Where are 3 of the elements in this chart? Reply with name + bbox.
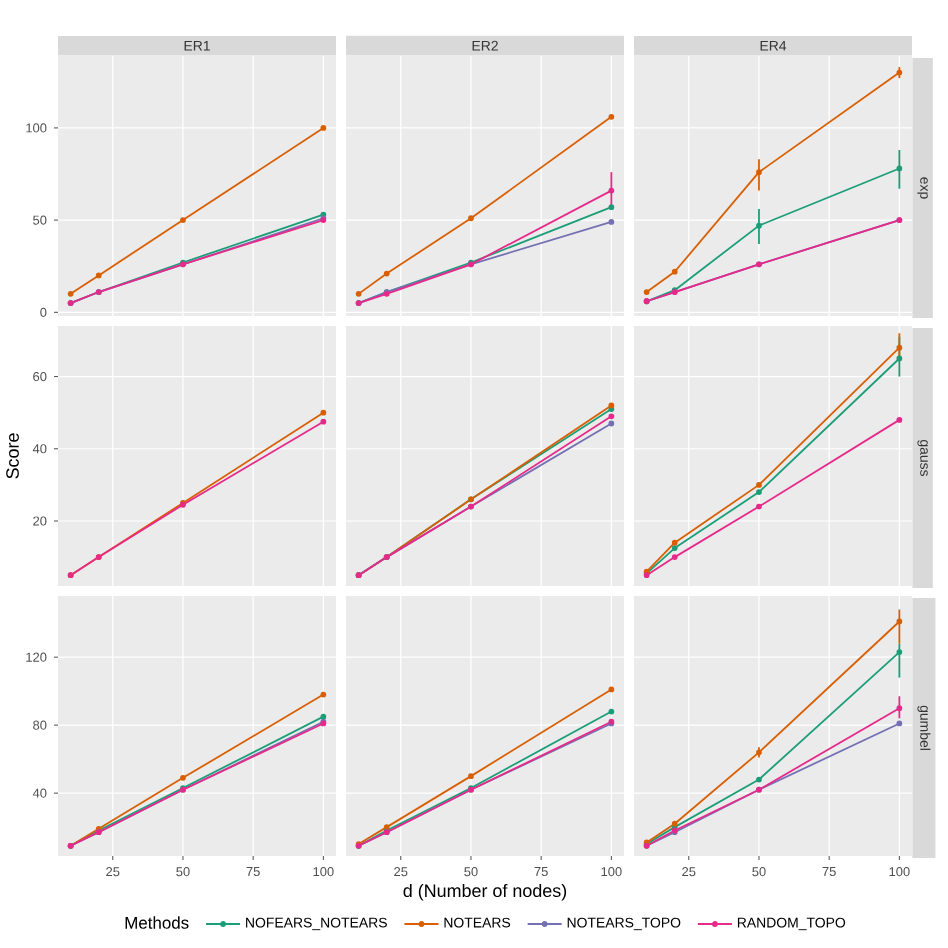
y-axis-title: Score: [6, 433, 19, 479]
legend-title: Methods: [125, 916, 189, 929]
x-axis-title: d (Number of nodes): [403, 883, 567, 901]
